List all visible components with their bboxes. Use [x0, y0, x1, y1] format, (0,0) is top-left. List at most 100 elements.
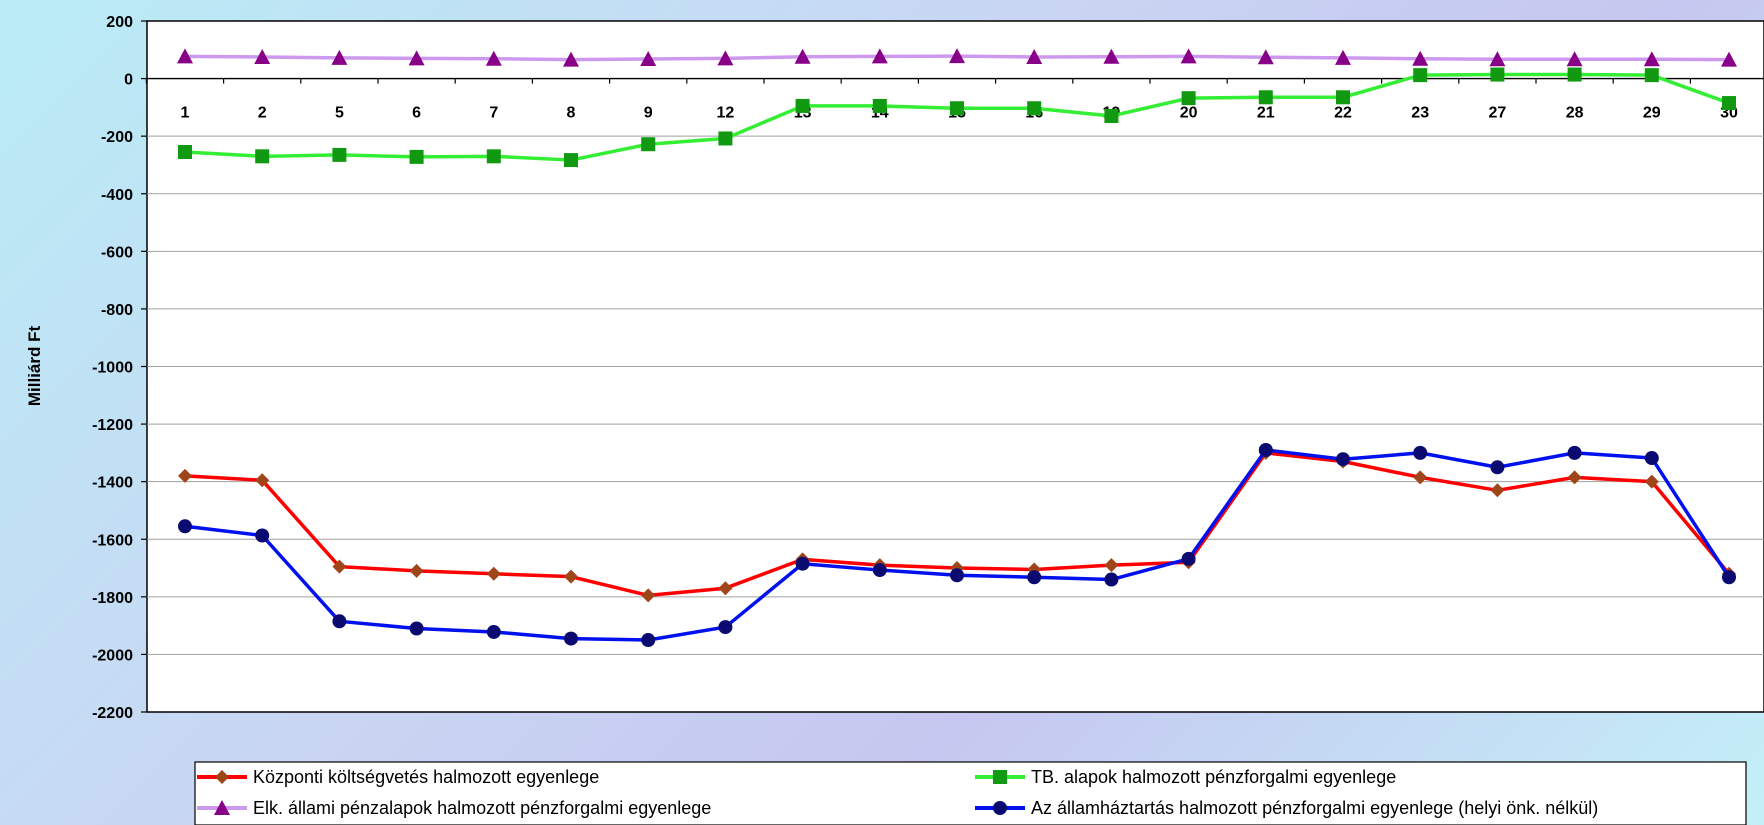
- y-tick-label: 0: [124, 72, 133, 89]
- y-axis-title: Milliárd Ft: [25, 326, 44, 407]
- data-point-triangle: [794, 48, 811, 64]
- data-point-square: [1567, 67, 1582, 82]
- data-point-circle: [564, 631, 578, 646]
- data-point-triangle: [640, 51, 657, 67]
- series-3: [177, 48, 1737, 67]
- data-point-square: [1258, 90, 1273, 105]
- data-point-triangle: [1180, 48, 1197, 64]
- data-point-triangle: [485, 50, 502, 66]
- data-point-square: [1336, 90, 1350, 105]
- y-tick-label: -200: [101, 129, 133, 146]
- legend-label: Elk. állami pénzalapok halmozott pénzfor…: [253, 798, 711, 818]
- x-tick-label: 21: [1257, 105, 1275, 122]
- y-tick-label: -1800: [92, 590, 133, 607]
- data-point-diamond: [1490, 483, 1505, 498]
- x-tick-label: 1: [181, 105, 190, 122]
- y-tick-label: -400: [101, 187, 133, 204]
- data-point-diamond: [409, 563, 424, 578]
- y-tick-label: -1400: [92, 475, 133, 492]
- x-tick-label: 29: [1643, 105, 1661, 122]
- data-point-triangle: [214, 800, 230, 815]
- legend-label: Az államháztartás halmozott pénzforgalmi…: [1031, 798, 1598, 818]
- data-point-square: [1413, 68, 1428, 83]
- data-point-square: [1644, 68, 1659, 83]
- data-point-triangle: [1335, 49, 1351, 65]
- data-point-circle: [486, 624, 501, 639]
- legend-label: Központi költségvetés halmozott egyenleg…: [253, 767, 599, 787]
- data-point-square: [409, 149, 424, 164]
- data-point-diamond: [1567, 470, 1582, 485]
- data-point-circle: [332, 614, 347, 629]
- data-point-diamond: [1104, 558, 1119, 573]
- data-point-diamond: [215, 770, 229, 784]
- data-point-circle: [993, 801, 1007, 815]
- x-tick-label: 5: [335, 105, 344, 122]
- y-tick-label: -600: [101, 244, 133, 261]
- data-point-diamond: [255, 473, 270, 488]
- data-point-diamond: [641, 588, 656, 603]
- data-point-diamond: [486, 566, 501, 581]
- data-point-circle: [1336, 452, 1350, 467]
- data-point-triangle: [254, 48, 271, 64]
- data-point-diamond: [1644, 474, 1659, 489]
- data-point-triangle: [1489, 51, 1506, 67]
- x-tick-label: 8: [567, 105, 576, 122]
- data-point-diamond: [332, 559, 347, 574]
- data-point-diamond: [1413, 470, 1428, 485]
- data-point-circle: [1181, 551, 1196, 566]
- data-point-square: [255, 149, 270, 164]
- y-tick-label: -2200: [92, 705, 133, 722]
- x-tick-label: 22: [1334, 105, 1352, 122]
- series-4: [178, 442, 1736, 648]
- data-point-circle: [950, 568, 964, 583]
- data-point-triangle: [1566, 51, 1583, 67]
- data-point-square: [641, 137, 656, 152]
- data-point-triangle: [1103, 48, 1120, 64]
- x-tick-label: 23: [1411, 105, 1429, 122]
- data-point-triangle: [177, 48, 193, 64]
- data-point-circle: [872, 563, 887, 578]
- x-tick-label: 6: [412, 105, 421, 122]
- data-point-circle: [178, 519, 192, 534]
- data-point-circle: [718, 620, 733, 635]
- x-tick-label: 9: [644, 105, 653, 122]
- x-tick-label: 27: [1489, 105, 1507, 122]
- x-tick-label: 20: [1180, 105, 1198, 122]
- data-point-circle: [1258, 442, 1273, 457]
- data-point-square: [1104, 109, 1119, 124]
- data-point-circle: [795, 556, 810, 571]
- data-point-circle: [1567, 445, 1582, 460]
- data-point-circle: [1413, 445, 1428, 460]
- data-point-triangle: [1412, 50, 1429, 66]
- legend-box: [194, 761, 1747, 825]
- data-point-square: [1722, 96, 1736, 111]
- data-point-square: [564, 153, 578, 168]
- data-point-square: [1027, 101, 1042, 116]
- y-tick-label: -1200: [92, 417, 133, 434]
- y-tick-label: -1600: [92, 532, 133, 549]
- data-point-triangle: [717, 50, 734, 66]
- data-point-diamond: [564, 569, 578, 584]
- data-point-square: [1181, 91, 1196, 106]
- y-tick-label: 200: [106, 14, 133, 31]
- data-point-triangle: [1643, 51, 1660, 67]
- data-point-square: [178, 145, 192, 160]
- data-point-triangle: [949, 48, 965, 64]
- data-point-triangle: [408, 50, 425, 66]
- data-point-square: [486, 149, 501, 164]
- data-point-triangle: [1721, 51, 1737, 67]
- data-point-circle: [1722, 570, 1736, 585]
- legend-label: TB. alapok halmozott pénzforgalmi egyenl…: [1031, 767, 1396, 787]
- legend-entry: TB. alapok halmozott pénzforgalmi egyenl…: [975, 767, 1396, 787]
- data-point-circle: [1104, 572, 1119, 587]
- y-tick-label: -1000: [92, 360, 133, 377]
- data-point-triangle: [1257, 49, 1274, 65]
- data-point-square: [872, 98, 887, 113]
- data-point-triangle: [563, 51, 579, 67]
- data-point-square: [332, 147, 347, 162]
- data-point-square: [993, 770, 1007, 784]
- y-tick-label: -2000: [92, 647, 133, 664]
- data-point-square: [1490, 67, 1505, 82]
